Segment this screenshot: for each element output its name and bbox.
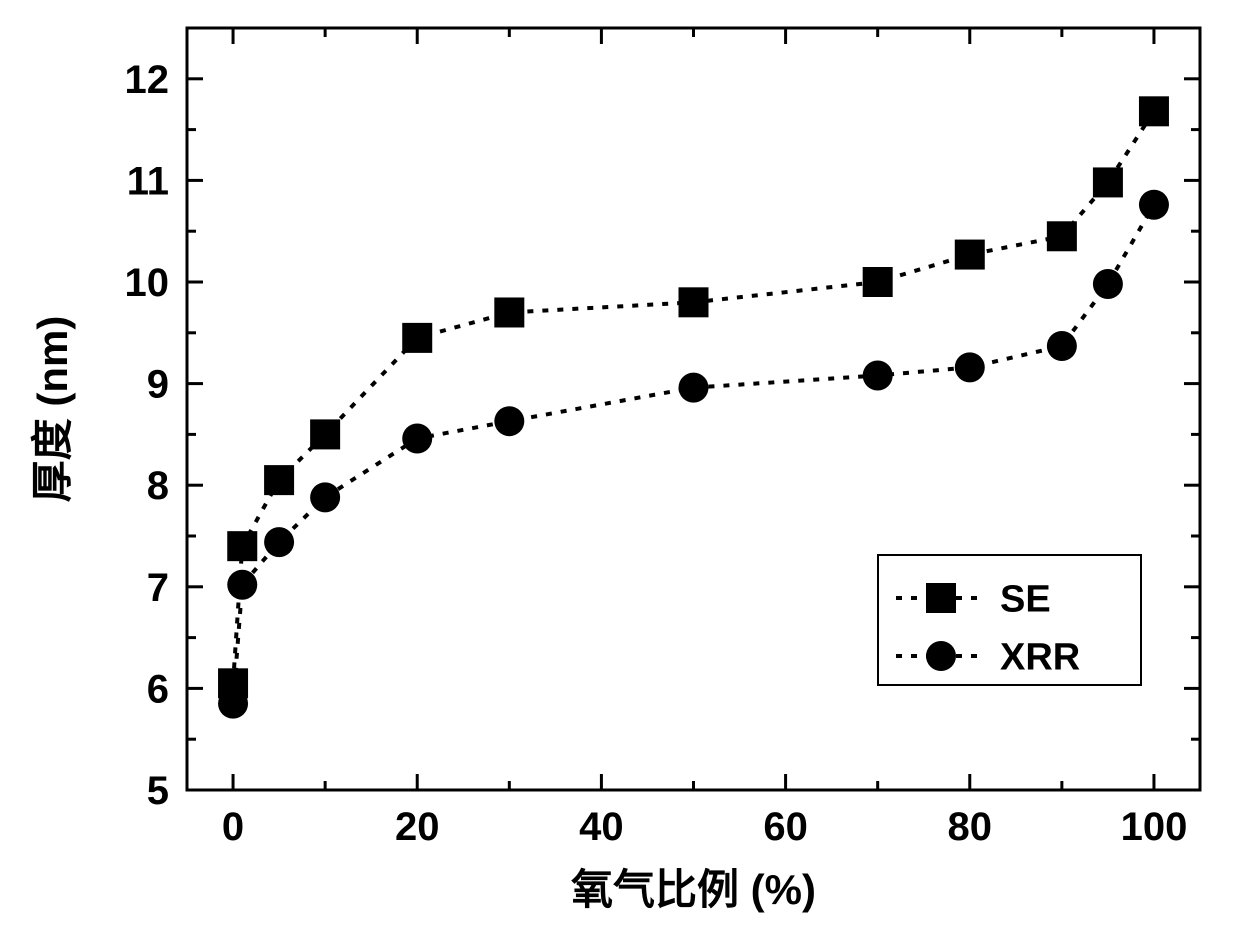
y-tick-label: 10	[125, 261, 170, 305]
y-tick-label: 11	[127, 159, 169, 203]
legend-label-xrr: XRR	[1000, 636, 1080, 678]
series-marker-xrr	[1139, 190, 1169, 220]
y-tick-label: 6	[147, 667, 169, 711]
series-marker-se	[863, 267, 893, 297]
x-tick-label: 100	[1121, 805, 1188, 849]
chart-container: 0 20 40 60 80 100 5 6 7 8 9 10 11 12 氧气比例 (%) 厚度 (nm) SE…	[0, 0, 1240, 934]
series-marker-xrr	[955, 352, 985, 382]
x-tick-label: 60	[763, 805, 808, 849]
series-marker-xrr	[402, 423, 432, 453]
series-marker-se	[679, 287, 709, 317]
y-tick-label: 8	[147, 464, 169, 508]
series-marker-se	[227, 531, 257, 561]
series-marker-xrr	[1047, 331, 1077, 361]
series-marker-xrr	[1093, 269, 1123, 299]
y-tick-label: 9	[147, 363, 169, 407]
series-marker-se	[1093, 167, 1123, 197]
series-marker-se	[1047, 221, 1077, 251]
series-marker-se	[264, 465, 294, 495]
series-marker-xrr	[310, 482, 340, 512]
series-marker-xrr	[863, 360, 893, 390]
line-chart: 0 20 40 60 80 100 5 6 7 8 9 10 11 12 氧气比例 (%) 厚度 (nm) SE…	[0, 0, 1240, 934]
series-marker-xrr	[494, 406, 524, 436]
x-tick-label: 0	[222, 805, 244, 849]
y-tick-label: 5	[147, 769, 169, 813]
y-tick-label: 7	[147, 566, 169, 610]
y-tick-label: 12	[125, 58, 170, 102]
series-marker-se	[494, 297, 524, 327]
series-marker-xrr	[218, 689, 248, 719]
series-marker-se	[310, 419, 340, 449]
legend-marker-se	[926, 583, 956, 613]
x-tick-label: 80	[948, 805, 993, 849]
legend-marker-xrr	[926, 641, 956, 671]
x-tick-label: 40	[579, 805, 624, 849]
series-marker-se	[1139, 96, 1169, 126]
y-axis-title: 厚度 (nm)	[29, 316, 76, 503]
series-marker-xrr	[227, 570, 257, 600]
series-marker-se	[402, 323, 432, 353]
series-marker-se	[955, 240, 985, 270]
x-tick-label: 20	[395, 805, 440, 849]
x-axis-title: 氧气比例 (%)	[571, 866, 816, 913]
legend-label-se: SE	[1000, 578, 1051, 620]
series-marker-xrr	[679, 373, 709, 403]
series-marker-xrr	[264, 527, 294, 557]
